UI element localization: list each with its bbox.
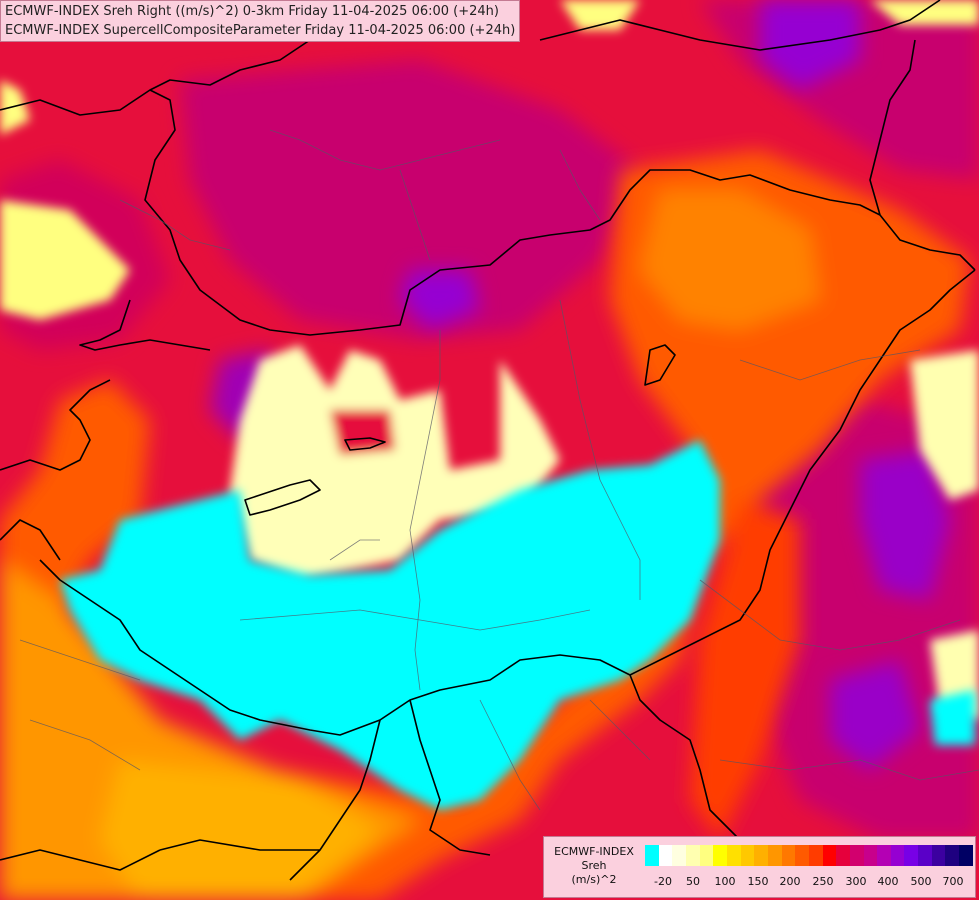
legend-swatch bbox=[918, 845, 932, 866]
legend-swatch bbox=[836, 845, 850, 866]
legend-tick-label: 300 bbox=[845, 875, 867, 888]
title-line-1: ECMWF-INDEX Sreh Right ((m/s)^2) 0-3km F… bbox=[5, 4, 499, 19]
legend-swatch bbox=[945, 845, 960, 866]
legend-swatch bbox=[740, 845, 755, 866]
color-legend: ECMWF-INDEX Sreh (m/s)^2 -20 50 100 150 200 2… bbox=[543, 836, 976, 898]
legend-swatch bbox=[767, 845, 782, 866]
legend-tick-label: 50 bbox=[686, 875, 700, 888]
title-line-2: ECMWF-INDEX SupercellCompositeParameter … bbox=[5, 23, 516, 38]
legend-swatch bbox=[672, 845, 686, 866]
legend-swatch bbox=[849, 845, 864, 866]
legend-swatch bbox=[713, 845, 727, 866]
regional-lines bbox=[19, 129, 979, 811]
legend-swatch bbox=[959, 845, 973, 866]
legend-tick-label: 400 bbox=[877, 875, 899, 888]
legend-swatch bbox=[808, 845, 823, 866]
legend-tick-label: 150 bbox=[747, 875, 769, 888]
legend-label-line-1: ECMWF-INDEX bbox=[554, 845, 634, 858]
legend-swatch bbox=[645, 845, 659, 866]
legend-swatch bbox=[863, 845, 878, 866]
legend-tick-label: 200 bbox=[779, 875, 801, 888]
yellow-regions bbox=[0, 0, 979, 720]
legend-tick-label: 250 bbox=[812, 875, 834, 888]
country-borders bbox=[0, 0, 976, 881]
legend-swatch bbox=[931, 845, 946, 866]
legend-swatches bbox=[645, 845, 973, 866]
legend-swatch bbox=[822, 845, 837, 866]
legend-swatch bbox=[754, 845, 768, 866]
legend-ticks: -20 50 100 150 200 250 300 400 500 700 bbox=[645, 875, 973, 889]
legend-swatch bbox=[904, 845, 919, 866]
legend-label-line-3: (m/s)^2 bbox=[571, 873, 617, 886]
legend-swatch bbox=[795, 845, 809, 866]
legend-swatch bbox=[890, 845, 905, 866]
legend-tick-label: 700 bbox=[942, 875, 964, 888]
legend-swatch bbox=[699, 845, 714, 866]
legend-tick-label: 500 bbox=[910, 875, 932, 888]
legend-swatch bbox=[781, 845, 796, 866]
legend-swatch bbox=[658, 845, 673, 866]
orange-regions bbox=[0, 150, 970, 900]
legend-swatch bbox=[877, 845, 891, 866]
legend-tick-label: -20 bbox=[654, 875, 672, 888]
legend-swatch bbox=[726, 845, 741, 866]
legend-label: ECMWF-INDEX Sreh (m/s)^2 bbox=[548, 845, 640, 887]
map-title-box: ECMWF-INDEX Sreh Right ((m/s)^2) 0-3km F… bbox=[0, 0, 520, 42]
legend-swatch bbox=[685, 845, 700, 866]
cyan-region bbox=[60, 440, 975, 810]
legend-tick-label: 100 bbox=[714, 875, 736, 888]
legend-label-line-2: Sreh bbox=[581, 859, 607, 872]
